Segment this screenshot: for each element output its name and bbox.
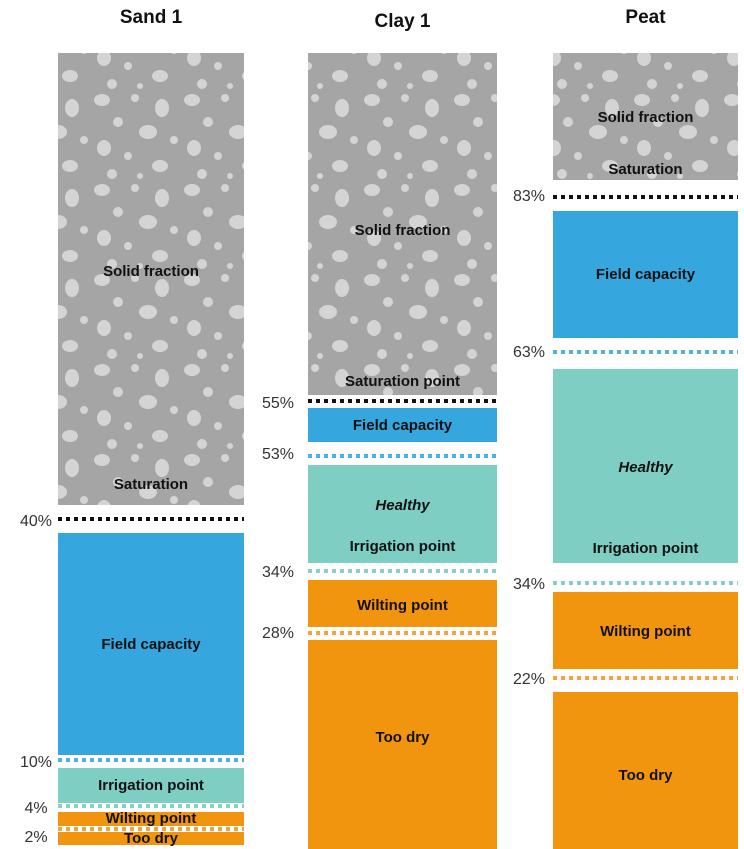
zone-label: Solid fraction bbox=[103, 263, 199, 280]
column-title: Peat bbox=[625, 7, 666, 28]
zone-label: Wilting point bbox=[600, 623, 691, 640]
threshold-label: 22% bbox=[513, 671, 545, 688]
zone-label: Irrigation point bbox=[593, 540, 699, 557]
zone bbox=[553, 369, 738, 563]
threshold-label: 40% bbox=[20, 513, 52, 530]
threshold-label: 2% bbox=[24, 829, 47, 846]
threshold-label: 63% bbox=[513, 344, 545, 361]
column-title: Clay 1 bbox=[375, 11, 431, 32]
zone bbox=[308, 465, 497, 563]
zone-label: Saturation bbox=[608, 161, 682, 178]
zone-label: Too dry bbox=[124, 830, 179, 847]
threshold-label: 53% bbox=[262, 446, 294, 463]
threshold-label: 34% bbox=[262, 564, 294, 581]
threshold-label: 28% bbox=[262, 625, 294, 642]
zone-label: Irrigation point bbox=[350, 538, 456, 555]
zone-label: Field capacity bbox=[353, 417, 453, 434]
zone-label: Field capacity bbox=[596, 266, 696, 283]
zone-label: Irrigation point bbox=[98, 777, 204, 794]
zone bbox=[553, 53, 738, 180]
threshold-label: 83% bbox=[513, 188, 545, 205]
zone bbox=[58, 832, 244, 845]
zone-label: Too dry bbox=[376, 729, 431, 746]
zone bbox=[308, 580, 497, 627]
zone-label: Wilting point bbox=[106, 810, 197, 827]
zone bbox=[308, 53, 497, 395]
zone bbox=[553, 211, 738, 338]
zone-label: Solid fraction bbox=[598, 109, 694, 126]
zone bbox=[553, 592, 738, 669]
zone-label: Wilting point bbox=[357, 597, 448, 614]
zone-label: Healthy bbox=[375, 497, 430, 514]
zone bbox=[553, 692, 738, 849]
threshold-label: 4% bbox=[24, 800, 47, 817]
threshold-label: 10% bbox=[20, 754, 52, 771]
zone bbox=[308, 640, 497, 849]
zone bbox=[58, 812, 244, 826]
threshold-label: 34% bbox=[513, 576, 545, 593]
columns: Sand 1 Solid fraction Saturation Field capa… bbox=[20, 7, 738, 849]
zone bbox=[58, 533, 244, 755]
zone bbox=[308, 408, 497, 442]
zone-label: Saturation point bbox=[345, 373, 460, 390]
zone bbox=[58, 768, 244, 803]
zone-label: Too dry bbox=[619, 767, 674, 784]
column-title: Sand 1 bbox=[120, 7, 183, 28]
zone bbox=[58, 53, 244, 505]
zone-label: Healthy bbox=[618, 459, 673, 476]
threshold-label: 55% bbox=[262, 395, 294, 412]
zone-label: Saturation bbox=[114, 476, 188, 493]
zone-label: Field capacity bbox=[101, 636, 201, 653]
zone-label: Solid fraction bbox=[355, 222, 451, 239]
